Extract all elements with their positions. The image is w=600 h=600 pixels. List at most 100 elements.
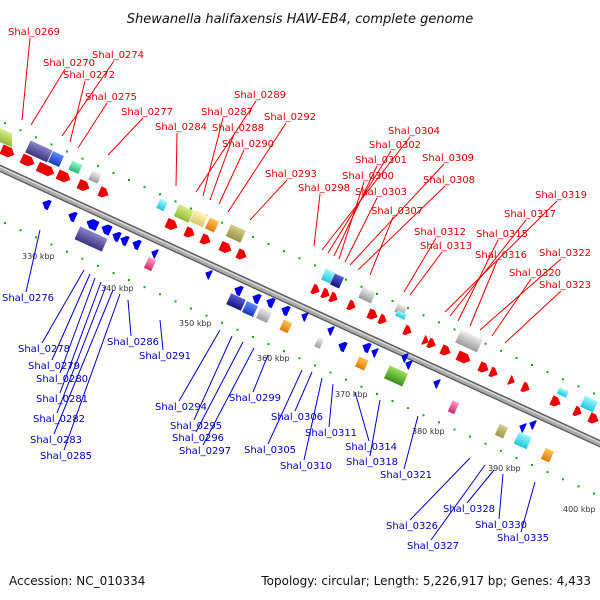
gene-label-bottom[interactable]: Shal_0321 <box>380 470 432 481</box>
gene-label-top[interactable]: Shal_0301 <box>355 155 407 166</box>
cog-box <box>455 329 483 353</box>
leader-line <box>193 335 233 421</box>
gene-label-bottom[interactable]: Shal_0294 <box>155 402 207 413</box>
gene-label-top[interactable]: Shal_0287 <box>201 107 253 118</box>
gene-label-top[interactable]: Shal_0269 <box>8 27 60 38</box>
gene-label-bottom[interactable]: Shal_0297 <box>179 446 231 457</box>
cog-box <box>156 198 168 212</box>
gene-label-top[interactable]: Shal_0307 <box>371 206 423 217</box>
leader-line <box>369 399 381 457</box>
gene-label-bottom[interactable]: Shal_0327 <box>407 541 459 552</box>
cog-box <box>320 268 336 284</box>
gene-label-top[interactable]: Shal_0302 <box>369 140 421 151</box>
forward-gene-arrow <box>426 337 436 349</box>
cog-box <box>226 293 246 311</box>
gene-label-bottom[interactable]: Shal_0295 <box>170 421 222 432</box>
cog-box <box>225 224 246 243</box>
tick-dot <box>205 314 208 317</box>
gene-label-top[interactable]: Shal_0300 <box>342 171 394 182</box>
gene-label-top[interactable]: Shal_0272 <box>63 70 115 81</box>
gene-label-top[interactable]: Shal_0320 <box>509 268 561 279</box>
gene-label-top[interactable]: Shal_0290 <box>222 139 274 150</box>
gene-label-top[interactable]: Shal_0274 <box>92 50 144 61</box>
gene-label-bottom[interactable]: Shal_0330 <box>475 520 527 531</box>
cog-box <box>279 319 293 334</box>
gene-label-bottom[interactable]: Shal_0335 <box>497 533 549 544</box>
leader-line <box>303 377 323 461</box>
leader-line <box>252 354 269 393</box>
gene-label-bottom[interactable]: Shal_0299 <box>229 393 281 404</box>
reverse-gene-arrow <box>68 211 78 223</box>
gene-label-top[interactable]: Shal_0292 <box>264 112 316 123</box>
gene-label-bottom[interactable]: Shal_0306 <box>271 412 323 423</box>
gene-label-top[interactable]: Shal_0289 <box>234 90 286 101</box>
gene-label-top[interactable]: Shal_0322 <box>539 248 591 259</box>
gene-label-bottom[interactable]: Shal_0282 <box>33 414 85 425</box>
gene-label-bottom[interactable]: Shal_0305 <box>244 445 296 456</box>
tick-dot <box>81 257 84 260</box>
gene-label-bottom[interactable]: Shal_0279 <box>28 361 80 372</box>
cog-box <box>25 140 53 163</box>
gene-label-top[interactable]: Shal_0315 <box>476 229 528 240</box>
forward-gene-arrow <box>477 361 489 373</box>
forward-gene-arrow <box>35 161 55 177</box>
gene-label-top[interactable]: Shal_0304 <box>388 126 440 137</box>
reverse-gene-arrow <box>529 420 537 430</box>
gene-label-top[interactable]: Shal_0323 <box>539 280 591 291</box>
leader-line <box>267 369 303 445</box>
gene-label-top[interactable]: Shal_0293 <box>265 169 317 180</box>
gene-label-top[interactable]: Shal_0284 <box>155 122 207 133</box>
gene-label-top[interactable]: Shal_0316 <box>475 250 527 261</box>
topology-text: Topology: circular; Length: 5,226,917 bp… <box>260 574 591 588</box>
gene-label-top[interactable]: Shal_0270 <box>43 58 95 69</box>
cog-box <box>68 160 83 175</box>
leader-line <box>61 60 115 137</box>
leader-line <box>409 457 471 521</box>
map-title: Shewanella halifaxensis HAW-EB4, complet… <box>127 12 473 27</box>
forward-gene-arrow <box>520 381 530 393</box>
gene-label-top[interactable]: Shal_0303 <box>355 187 407 198</box>
forward-gene-arrow <box>455 350 471 364</box>
kbp-tick-label: 330 kbp <box>22 252 55 261</box>
cog-box <box>494 423 509 439</box>
gene-label-top[interactable]: Shal_0275 <box>85 92 137 103</box>
gene-label-top[interactable]: Shal_0309 <box>422 153 474 164</box>
tick-dot <box>453 428 456 431</box>
tick-dots <box>4 122 595 495</box>
tick-dot <box>360 385 363 388</box>
gene-label-bottom[interactable]: Shal_0296 <box>172 433 224 444</box>
gene-label-top[interactable]: Shal_0313 <box>420 241 472 252</box>
tick-dot <box>345 278 347 281</box>
gene-label-bottom[interactable]: Shal_0283 <box>30 435 82 446</box>
gene-label-bottom[interactable]: Shal_0291 <box>139 351 191 362</box>
leader-line <box>333 165 378 257</box>
gene-label-bottom[interactable]: Shal_0285 <box>40 451 92 462</box>
reverse-gene-arrow <box>338 341 348 353</box>
tick-dot <box>314 264 316 267</box>
gene-label-top[interactable]: Shal_0288 <box>212 123 264 134</box>
gene-label-bottom[interactable]: Shal_0276 <box>2 293 54 304</box>
gene-label-top[interactable]: Shal_0298 <box>298 183 350 194</box>
gene-label-bottom[interactable]: Shal_0280 <box>36 374 88 385</box>
gene-label-bottom[interactable]: Shal_0311 <box>305 428 357 439</box>
gene-label-top[interactable]: Shal_0312 <box>414 227 466 238</box>
gene-label-bottom[interactable]: Shal_0310 <box>280 461 332 472</box>
reverse-gene-arrow <box>405 360 413 370</box>
gene-label-bottom[interactable]: Shal_0278 <box>18 344 70 355</box>
gene-label-top[interactable]: Shal_0317 <box>504 209 556 220</box>
forward-gene-arrow <box>218 240 232 253</box>
gene-label-bottom[interactable]: Shal_0328 <box>443 504 495 515</box>
tick-dot <box>593 392 595 395</box>
gene-label-bottom[interactable]: Shal_0286 <box>107 337 159 348</box>
tick-dot <box>577 485 580 488</box>
forward-gene-arrow <box>346 299 356 311</box>
leader-line <box>195 341 244 433</box>
gene-label-top[interactable]: Shal_0319 <box>535 190 587 201</box>
gene-label-bottom[interactable]: Shal_0326 <box>386 521 438 532</box>
gene-label-top[interactable]: Shal_0308 <box>423 175 475 186</box>
gene-label-bottom[interactable]: Shal_0318 <box>346 457 398 468</box>
gene-label-top[interactable]: Shal_0277 <box>121 107 173 118</box>
tick-dot <box>66 250 68 253</box>
leader-line <box>209 133 235 201</box>
